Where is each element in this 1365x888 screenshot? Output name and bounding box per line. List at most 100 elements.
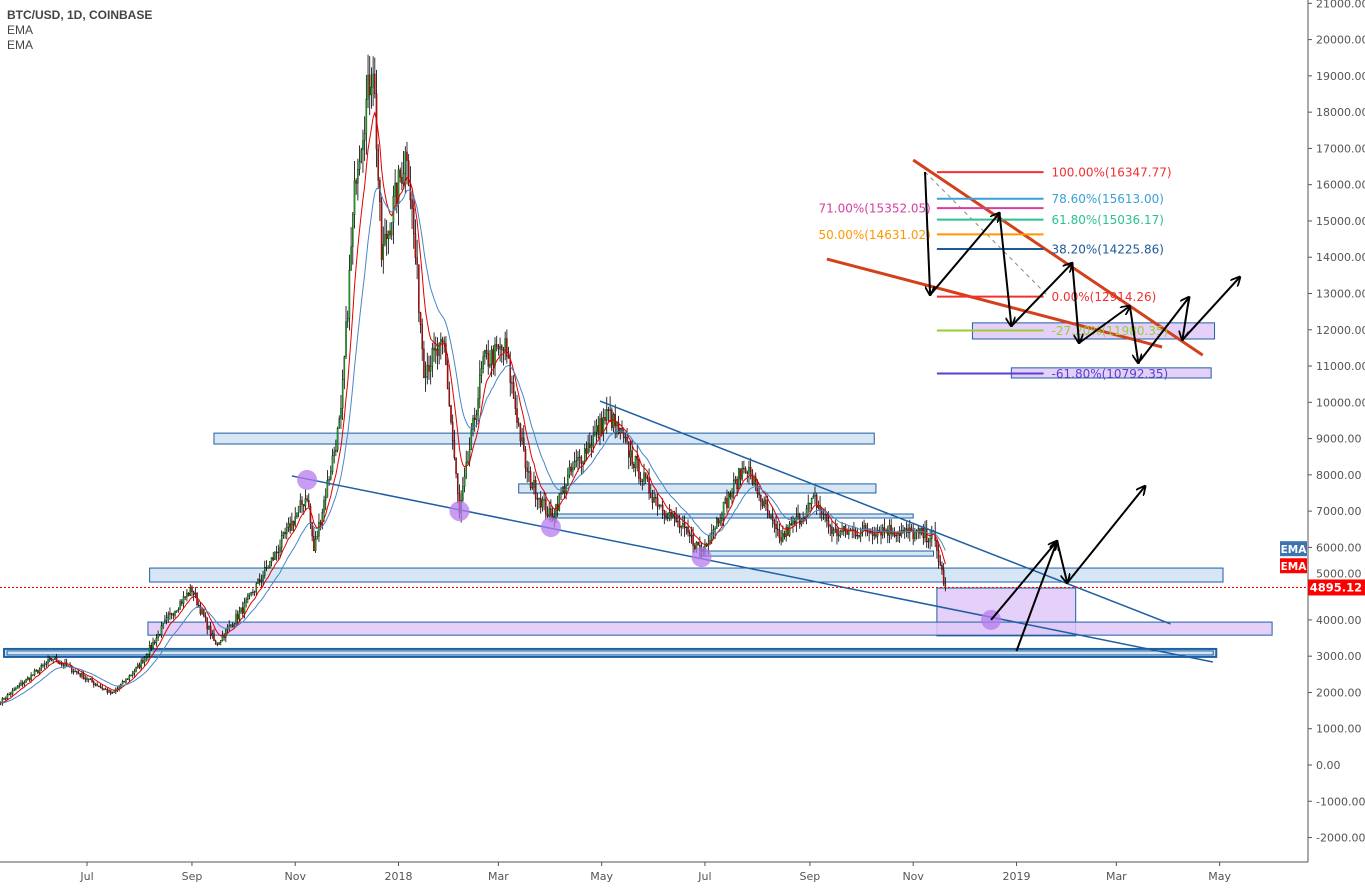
candle-up [734, 478, 737, 481]
candle-up [267, 567, 269, 569]
candle-down [473, 417, 476, 420]
candle-up [482, 356, 484, 369]
candle-down [203, 609, 205, 617]
candle-up [260, 580, 263, 582]
candle-down [197, 604, 200, 606]
candle-up [25, 678, 27, 683]
candle-up [531, 487, 534, 489]
candle-up [81, 673, 83, 677]
purple-zone [147, 621, 1273, 636]
time-tick-label: 2019 [1002, 870, 1030, 883]
ema-axis-badge [1280, 541, 1307, 557]
candle-up [582, 461, 584, 464]
candle-down [385, 233, 388, 239]
candle-up [143, 657, 146, 663]
candle-down [787, 527, 789, 536]
candle-down [313, 535, 315, 552]
candle-down [670, 512, 672, 517]
ema-line-9 [0, 111, 946, 704]
candle-up [341, 379, 344, 409]
candle-up [40, 665, 43, 670]
time-axis[interactable]: Jul Sep Nov 2018 Mar May Jul Sep Nov 2019 Mar May [0, 861, 1308, 883]
candle-down [418, 264, 420, 313]
candle-down [441, 339, 444, 343]
candle-up [763, 499, 765, 507]
projection-arrow [990, 541, 1057, 621]
price-tick-label: 7000.00 [1316, 505, 1362, 518]
candle-down [96, 684, 98, 687]
candle-up [431, 347, 434, 367]
candle-up [732, 480, 735, 493]
projection-arrow [998, 212, 1012, 326]
candle-up [238, 611, 241, 620]
candle-up [590, 445, 593, 448]
candle-up [357, 169, 359, 184]
candle-down [103, 688, 105, 690]
candle-up [370, 86, 373, 96]
candle-up [438, 343, 440, 356]
candle-up [541, 499, 544, 508]
candle-up [653, 497, 655, 503]
price-tick-label: -1000.00 [1316, 795, 1365, 808]
candle-down [673, 513, 676, 517]
candle-up [903, 528, 906, 532]
price-tick-label: 3000.00 [1316, 650, 1362, 663]
candle-down [545, 499, 547, 515]
candle-up [587, 443, 589, 454]
price-axis[interactable]: -2000.00 -1000.00 0.00 1000.00 2000.00 3000.0… [1280, 0, 1365, 862]
candle-up [682, 523, 684, 527]
indicator-ema-1[interactable]: EMA [7, 23, 34, 37]
candle-up [6, 694, 9, 699]
candle-up [543, 499, 545, 501]
candle-up [287, 523, 290, 528]
candle-up [721, 518, 723, 522]
candle-down [3, 698, 5, 700]
candle-down [804, 517, 806, 520]
candles-layer [0, 54, 947, 706]
candle-up [859, 533, 862, 537]
candle-down [827, 520, 830, 526]
candle-down [648, 478, 650, 494]
candle-up [477, 398, 479, 416]
symbol-title[interactable]: BTC/USD, 1D, COINBASE [7, 8, 153, 22]
candle-down [925, 528, 928, 543]
price-tick-label: 6000.00 [1316, 541, 1362, 554]
time-tick-label: Mar [488, 870, 509, 883]
candle-up [677, 520, 679, 522]
candle-up [489, 364, 491, 367]
candle-up [372, 73, 374, 88]
candle-up [575, 460, 578, 462]
candle-down [231, 624, 234, 627]
candle-up [135, 667, 137, 672]
candle-up [335, 450, 337, 452]
candle-down [457, 473, 459, 494]
candle-up [30, 674, 32, 680]
candle-down [937, 550, 940, 562]
candle-down [50, 658, 53, 661]
candle-up [629, 450, 632, 458]
candle-down [837, 535, 840, 537]
candle-up [299, 500, 302, 507]
candle-up [87, 678, 90, 680]
candle-down [609, 409, 611, 411]
fib-level-label: 50.00%(14631.02) [818, 228, 930, 242]
projection-arrow [1071, 262, 1079, 343]
candle-up [32, 674, 34, 676]
candle-down [780, 537, 782, 542]
candle-up [324, 497, 327, 501]
candle-down [644, 472, 647, 478]
candle-down [37, 670, 39, 673]
candle-up [672, 513, 674, 517]
candle-down [585, 448, 588, 454]
candle-down [526, 467, 528, 472]
candle-up [230, 624, 232, 626]
candle-up [848, 530, 850, 535]
candle-down [902, 530, 904, 532]
indicator-ema-2[interactable]: EMA [7, 38, 34, 52]
candle-up [668, 512, 671, 519]
candle-up [52, 658, 54, 661]
candle-up [145, 656, 148, 658]
blue-zone [518, 483, 877, 494]
candle-down [622, 432, 625, 438]
